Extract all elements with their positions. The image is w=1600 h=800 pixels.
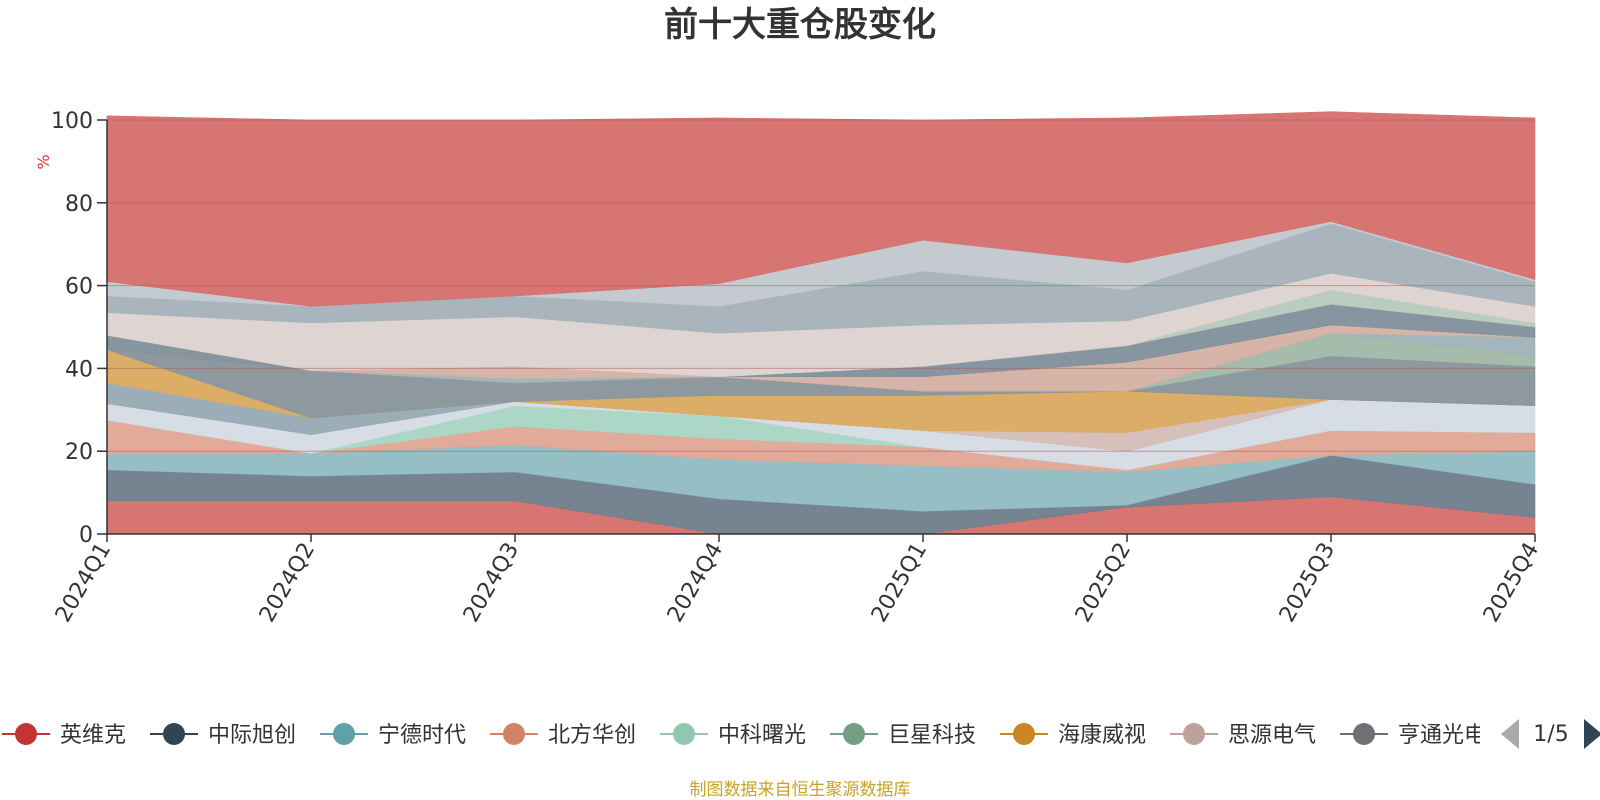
legend-marker-icon (673, 723, 695, 745)
x-tick-label: 2024Q1 (51, 539, 116, 627)
legend[interactable]: 英维克 中际旭创 宁德时代 北方华创 中科曙光 巨星科技 海康威视 思源电气 亨通光电 (2, 723, 1486, 748)
legend-label: 海康威视 (1058, 723, 1146, 748)
legend-item-7[interactable]: 思源电气 (1170, 723, 1316, 748)
y-tick-label: 40 (65, 357, 93, 382)
x-tick-label: 2024Q3 (459, 539, 524, 627)
x-tick-label: 2025Q4 (1479, 539, 1544, 627)
area-series-18 (106, 111, 1536, 307)
legend-marker-icon (1183, 723, 1205, 745)
x-tick-label: 2024Q4 (663, 539, 728, 627)
legend-marker-icon (163, 723, 185, 745)
legend-marker-icon (843, 723, 865, 745)
legend-label: 亨通光电 (1398, 723, 1486, 748)
legend-marker-icon (15, 723, 37, 745)
legend-label: 巨星科技 (888, 723, 976, 748)
data-source-note: 制图数据来自恒生聚源数据库 (690, 780, 911, 800)
y-tick-label: 60 (65, 275, 93, 300)
x-tick-label: 2025Q2 (1071, 539, 1136, 627)
legend-item-1[interactable]: 中际旭创 (150, 723, 296, 748)
x-tick-label: 2024Q2 (255, 539, 320, 627)
legend-marker-icon (1013, 723, 1035, 745)
legend-pager: 1/5 (1501, 719, 1600, 749)
legend-item-0[interactable]: 英维克 (2, 723, 126, 748)
legend-page-indicator: 1/5 (1533, 722, 1568, 747)
legend-prev-icon[interactable] (1501, 719, 1519, 749)
legend-item-2[interactable]: 宁德时代 (320, 723, 466, 748)
y-tick-label: 20 (65, 440, 93, 465)
legend-label: 英维克 (60, 723, 126, 748)
legend-item-6[interactable]: 海康威视 (1000, 723, 1146, 748)
legend-item-5[interactable]: 巨星科技 (830, 723, 976, 748)
legend-label: 思源电气 (1228, 723, 1316, 748)
legend-item-3[interactable]: 北方华创 (490, 723, 636, 748)
legend-marker-icon (1353, 723, 1375, 745)
legend-next-icon[interactable] (1584, 719, 1600, 749)
y-tick-label: 100 (51, 109, 93, 134)
y-tick-label: 0 (79, 523, 93, 548)
chart-title: 前十大重仓股变化 (664, 5, 936, 45)
legend-item-8[interactable]: 亨通光电 (1340, 723, 1486, 748)
y-axis-unit: % (34, 154, 53, 169)
area-series (106, 111, 1536, 535)
legend-item-4[interactable]: 中科曙光 (660, 723, 806, 748)
x-tick-label: 2025Q1 (867, 539, 932, 627)
x-tick-label: 2025Q3 (1275, 539, 1340, 627)
legend-label: 中际旭创 (208, 723, 296, 748)
legend-label: 中科曙光 (718, 723, 806, 748)
legend-label: 北方华创 (548, 723, 636, 748)
legend-label: 宁德时代 (378, 723, 466, 748)
legend-marker-icon (503, 723, 525, 745)
legend-marker-icon (333, 723, 355, 745)
y-tick-label: 80 (65, 192, 93, 217)
